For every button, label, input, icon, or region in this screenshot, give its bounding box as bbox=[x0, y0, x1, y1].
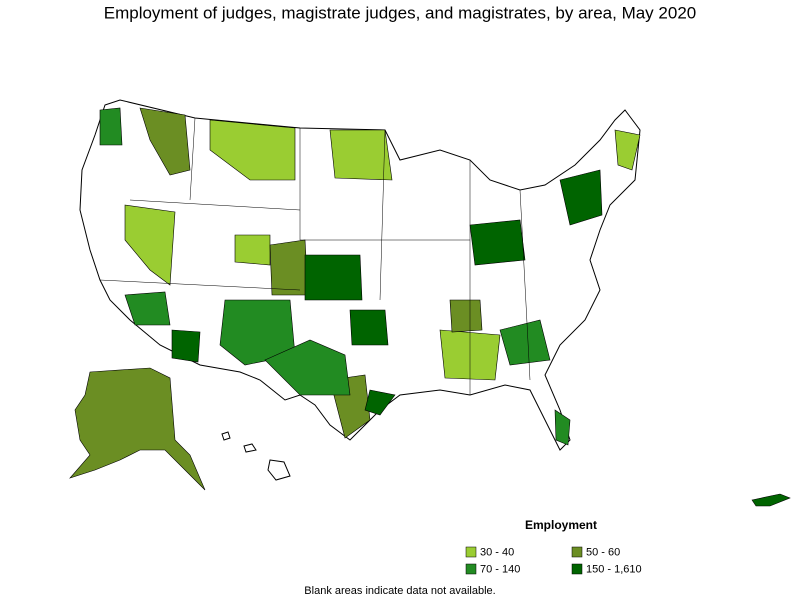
legend-swatch bbox=[465, 563, 477, 575]
map-area bbox=[139, 107, 191, 176]
map-area bbox=[554, 409, 571, 446]
legend-swatch bbox=[571, 546, 583, 558]
legend-swatch bbox=[465, 546, 477, 558]
map-title: Employment of judges, magistrate judges,… bbox=[104, 3, 696, 22]
map-area bbox=[614, 129, 641, 171]
map-area bbox=[171, 329, 201, 363]
map-areas bbox=[69, 107, 791, 507]
map-area-puerto-rico bbox=[751, 493, 791, 507]
map-area bbox=[329, 129, 393, 181]
map-area bbox=[449, 299, 483, 333]
hawaii bbox=[221, 431, 231, 441]
map-area bbox=[99, 107, 123, 146]
legend-label: 70 - 140 bbox=[480, 563, 520, 575]
map-area-alaska bbox=[69, 367, 206, 491]
map-area bbox=[499, 319, 551, 366]
map-area bbox=[559, 169, 603, 226]
map-area bbox=[469, 219, 526, 266]
map-area bbox=[234, 234, 271, 266]
map-area bbox=[124, 291, 171, 326]
legend: 30 - 40 50 - 60 70 - 140 150 - 1,610 bbox=[465, 546, 642, 575]
footnote: Blank areas indicate data not available. bbox=[304, 585, 495, 597]
map-area bbox=[304, 254, 363, 301]
hawaii bbox=[267, 459, 291, 481]
legend-title: Employment bbox=[525, 518, 597, 532]
map-area bbox=[269, 239, 309, 296]
hawaii bbox=[243, 443, 257, 453]
map-area bbox=[364, 389, 396, 416]
map-area bbox=[124, 204, 176, 286]
legend-swatch bbox=[571, 563, 583, 575]
map-area bbox=[264, 339, 351, 396]
state-borders bbox=[99, 117, 531, 395]
legend-label: 30 - 40 bbox=[480, 546, 514, 558]
legend-label: 50 - 60 bbox=[586, 546, 620, 558]
legend-label: 150 - 1,610 bbox=[586, 563, 642, 575]
map-area bbox=[349, 309, 389, 346]
map-area bbox=[209, 119, 296, 181]
